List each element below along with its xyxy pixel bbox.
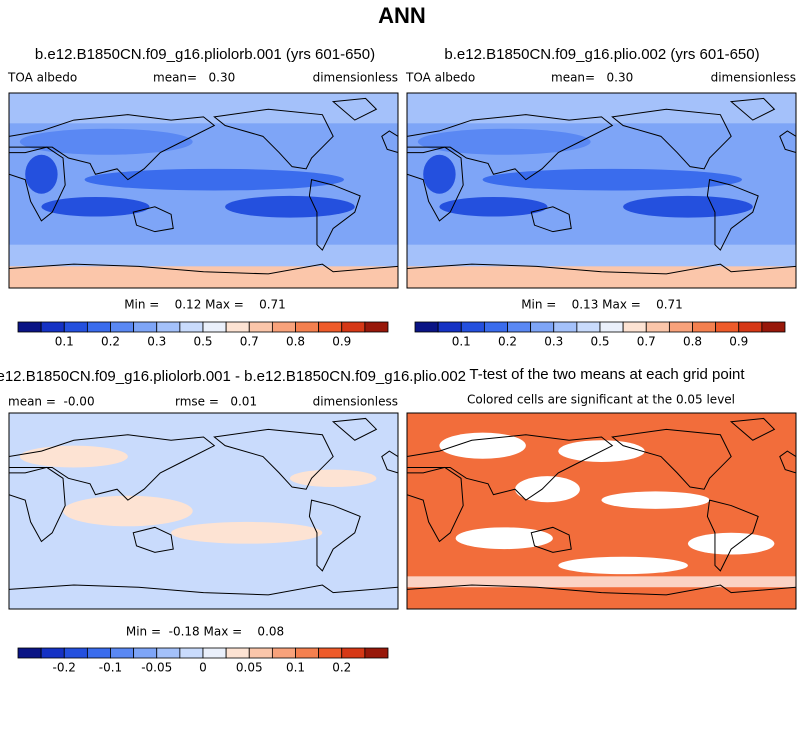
colorbar-swatch [63,321,88,333]
colorbar-swatch [553,321,578,333]
colorbar-swatch [17,321,42,333]
colorbar-swatch [761,321,786,333]
colorbar-swatch [645,321,670,333]
colorbar-label: 0.2 [101,335,120,349]
colorbar-swatch [599,321,624,333]
colorbar-label: 0.1 [55,335,74,349]
colorbar-swatch [341,321,366,333]
panel-title: b.e12.B1850CN.f09_g16.pliolorb.001 (yrs … [35,46,375,63]
variable: TOA albedo [405,71,475,85]
map-frame [8,412,399,610]
rmse: rmse = 0.01 [175,395,257,409]
min-max: Min = 0.12 Max = 0.71 [124,298,286,312]
colorbar-label: 0.05 [236,661,263,675]
colorbar-swatch [225,647,250,659]
colorbar-swatch [507,321,532,333]
colorbar-label: 0.5 [590,335,609,349]
colorbar-label: 0.7 [637,335,656,349]
colorbar-swatch [248,647,273,659]
colorbar-label: 0.2 [332,661,351,675]
colorbar-label: 0.8 [683,335,702,349]
panel-subtitle: Colored cells are significant at the 0.0… [467,393,735,407]
units: dimensionless [711,71,796,85]
colorbar-swatch [576,321,601,333]
colorbar-swatch [364,647,389,659]
colorbar-swatch [63,647,88,659]
colorbar-label: -0.1 [99,661,122,675]
colorbar-swatch [156,321,181,333]
panel-title: T-test of the two means at each grid poi… [469,366,745,383]
colorbar: 0.1 0.2 0.3 0.5 0.7 0.8 0.9 [17,321,389,349]
map-frame [406,412,797,610]
colorbar-swatch [341,647,366,659]
colorbar-swatch [110,321,135,333]
colorbar-label: 0.1 [286,661,305,675]
colorbar-label: 0.7 [240,335,259,349]
colorbar-swatch [414,321,439,333]
colorbar-label: 0.9 [729,335,748,349]
colorbar-label: 0.2 [498,335,517,349]
colorbar-swatch [622,321,647,333]
colorbar-label: -0.2 [53,661,76,675]
colorbar-swatch [86,647,111,659]
colorbar-swatch [437,321,462,333]
colorbar-swatch [110,647,135,659]
variable: TOA albedo [7,71,77,85]
colorbar-swatch [248,321,273,333]
colorbar-swatch [133,647,158,659]
colorbar-swatch [40,647,65,659]
colorbar-swatch [530,321,555,333]
colorbar-swatch [318,647,343,659]
colorbar-swatch [202,647,227,659]
figure-title: ANN [378,3,426,28]
colorbar-swatch [295,647,320,659]
colorbar-label: 0.5 [193,335,212,349]
colorbar-swatch [318,321,343,333]
colorbar-swatch [179,321,204,333]
colorbar-swatch [17,647,42,659]
colorbar-swatch [133,321,158,333]
colorbar-swatch [156,647,181,659]
colorbar-swatch [271,647,296,659]
colorbar-swatch [86,321,111,333]
panel-title: b.e12.B1850CN.f09_g16.pliolorb.001 - b.e… [0,368,466,385]
min-max: Min = -0.18 Max = 0.08 [126,625,284,639]
colorbar-swatch [668,321,693,333]
units: dimensionless [313,71,398,85]
colorbar-label: -0.05 [141,661,172,675]
colorbar-label: 0.1 [452,335,471,349]
colorbar-swatch [225,321,250,333]
colorbar-swatch [40,321,65,333]
mean: mean= 0.30 [551,71,633,85]
colorbar-swatch [692,321,717,333]
colorbar-label: 0.8 [286,335,305,349]
colorbar: 0.1 0.2 0.3 0.5 0.7 0.8 0.9 [414,321,786,349]
colorbar-label: 0.3 [544,335,563,349]
colorbar-swatch [364,321,389,333]
colorbar-swatch [179,647,204,659]
panel-title: b.e12.B1850CN.f09_g16.plio.002 (yrs 601-… [444,46,759,63]
colorbar-label: 0.3 [147,335,166,349]
map-frame [8,92,399,289]
colorbar-swatch [202,321,227,333]
colorbar-swatch [483,321,508,333]
colorbar-swatch [295,321,320,333]
colorbar-swatch [715,321,740,333]
units: dimensionless [313,395,398,409]
map-frame [406,92,797,289]
colorbar-swatch [271,321,296,333]
min-max: Min = 0.13 Max = 0.71 [521,298,683,312]
colorbar-swatch [738,321,763,333]
colorbar-label: 0.9 [332,335,351,349]
colorbar-label: 0 [199,661,207,675]
mean: mean = -0.00 [8,395,95,409]
colorbar-swatch [460,321,485,333]
colorbar: -0.2 -0.1 -0.05 0 0.05 0.1 0.2 [17,647,389,675]
mean: mean= 0.30 [153,71,235,85]
